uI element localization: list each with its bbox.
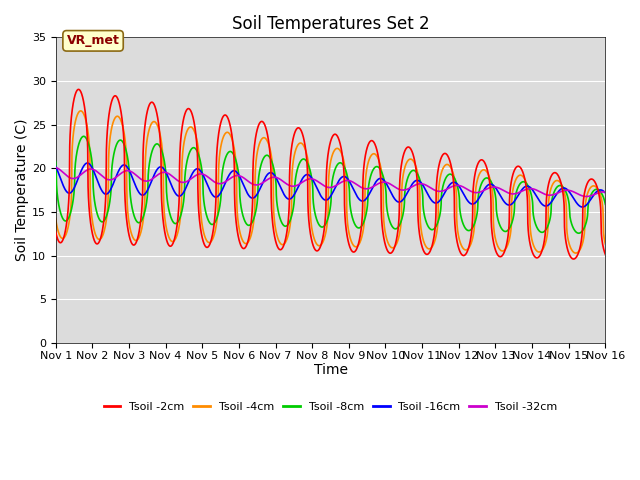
Title: Soil Temperatures Set 2: Soil Temperatures Set 2 [232,15,429,33]
Legend: Tsoil -2cm, Tsoil -4cm, Tsoil -8cm, Tsoil -16cm, Tsoil -32cm: Tsoil -2cm, Tsoil -4cm, Tsoil -8cm, Tsoi… [99,397,562,416]
Text: VR_met: VR_met [67,35,120,48]
X-axis label: Time: Time [314,363,348,377]
Y-axis label: Soil Temperature (C): Soil Temperature (C) [15,119,29,262]
